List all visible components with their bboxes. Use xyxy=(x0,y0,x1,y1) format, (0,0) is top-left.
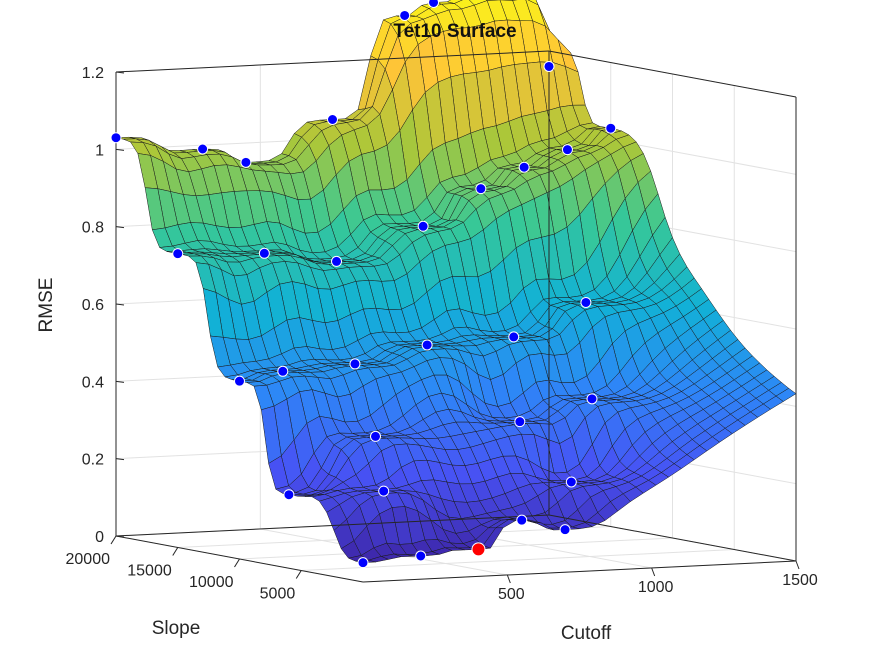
z-tick-label: 0 xyxy=(95,529,104,546)
axis-edge xyxy=(362,560,797,583)
y-tick-label: 10000 xyxy=(189,574,234,591)
data-point xyxy=(475,183,487,195)
y-tick-mark xyxy=(172,547,179,556)
tick-labels: 500 1000 1500 20000 15000 10000 5000 0 0.2 0.4 0.6… xyxy=(66,65,818,603)
data-point xyxy=(508,331,520,343)
data-point xyxy=(349,358,361,370)
x-axis-label: Cutoff xyxy=(561,623,612,644)
z-tick-label: 1 xyxy=(95,142,104,159)
data-point xyxy=(197,143,209,155)
x-tick-mark xyxy=(506,574,511,584)
z-tick-mark xyxy=(115,148,125,151)
data-point xyxy=(580,296,592,308)
data-point xyxy=(543,60,555,72)
z-tick-mark xyxy=(115,226,125,229)
axes-frame xyxy=(110,50,800,584)
y-tick-label: 15000 xyxy=(127,563,172,580)
data-point xyxy=(283,489,295,501)
axis-edge xyxy=(548,50,797,98)
axis-edge xyxy=(115,50,550,73)
axis-edge xyxy=(115,514,550,537)
y-tick-mark xyxy=(295,570,302,579)
y-tick-label: 20000 xyxy=(66,551,111,568)
z-axis-label: RMSE xyxy=(36,278,57,333)
z-tick-mark xyxy=(115,458,125,461)
z-tick-label: 0.8 xyxy=(82,220,104,237)
data-point xyxy=(516,514,528,526)
y-tick-mark xyxy=(110,535,117,545)
z-tick-label: 0.6 xyxy=(82,297,104,314)
x-tick-mark xyxy=(651,567,656,577)
data-point xyxy=(399,9,411,21)
data-point xyxy=(370,430,381,442)
z-tick-label: 0.4 xyxy=(82,374,104,391)
data-point xyxy=(586,393,598,405)
x-tick-label: 1000 xyxy=(638,579,674,596)
data-point xyxy=(415,550,427,562)
chart-title: Tet10 Surface xyxy=(393,21,516,42)
data-point xyxy=(428,0,440,8)
x-tick-label: 1500 xyxy=(782,572,818,589)
y-tick-mark xyxy=(234,558,240,568)
data-point xyxy=(240,156,252,168)
data-point xyxy=(605,122,617,134)
z-tick-label: 1.2 xyxy=(82,65,104,82)
z-tick-mark xyxy=(115,303,125,306)
data-point xyxy=(421,339,433,351)
data-point xyxy=(514,416,526,428)
data-point xyxy=(518,161,530,173)
best-point xyxy=(471,542,486,557)
data-point xyxy=(331,255,343,267)
surface-mesh xyxy=(115,0,797,563)
x-tick-mark xyxy=(795,560,800,570)
data-point xyxy=(277,365,289,377)
grid-line xyxy=(301,549,735,571)
z-tick-mark xyxy=(115,380,125,383)
data-point xyxy=(327,114,338,125)
y-axis-label: Slope xyxy=(152,618,201,639)
data-point xyxy=(561,144,573,156)
data-point xyxy=(234,375,245,387)
z-tick-mark xyxy=(115,535,125,538)
z-tick-label: 0.2 xyxy=(82,452,104,469)
data-point xyxy=(559,524,571,536)
y-tick-label: 5000 xyxy=(260,586,296,603)
data-point xyxy=(378,485,390,497)
data-point xyxy=(172,248,184,260)
data-point xyxy=(110,132,122,144)
axis-edge xyxy=(548,514,797,562)
data-point xyxy=(357,557,369,569)
data-points xyxy=(110,0,617,569)
data-point xyxy=(258,247,270,259)
data-point xyxy=(417,220,429,232)
x-tick-label: 500 xyxy=(498,586,525,603)
data-point xyxy=(565,476,577,488)
z-tick-mark xyxy=(115,71,125,74)
